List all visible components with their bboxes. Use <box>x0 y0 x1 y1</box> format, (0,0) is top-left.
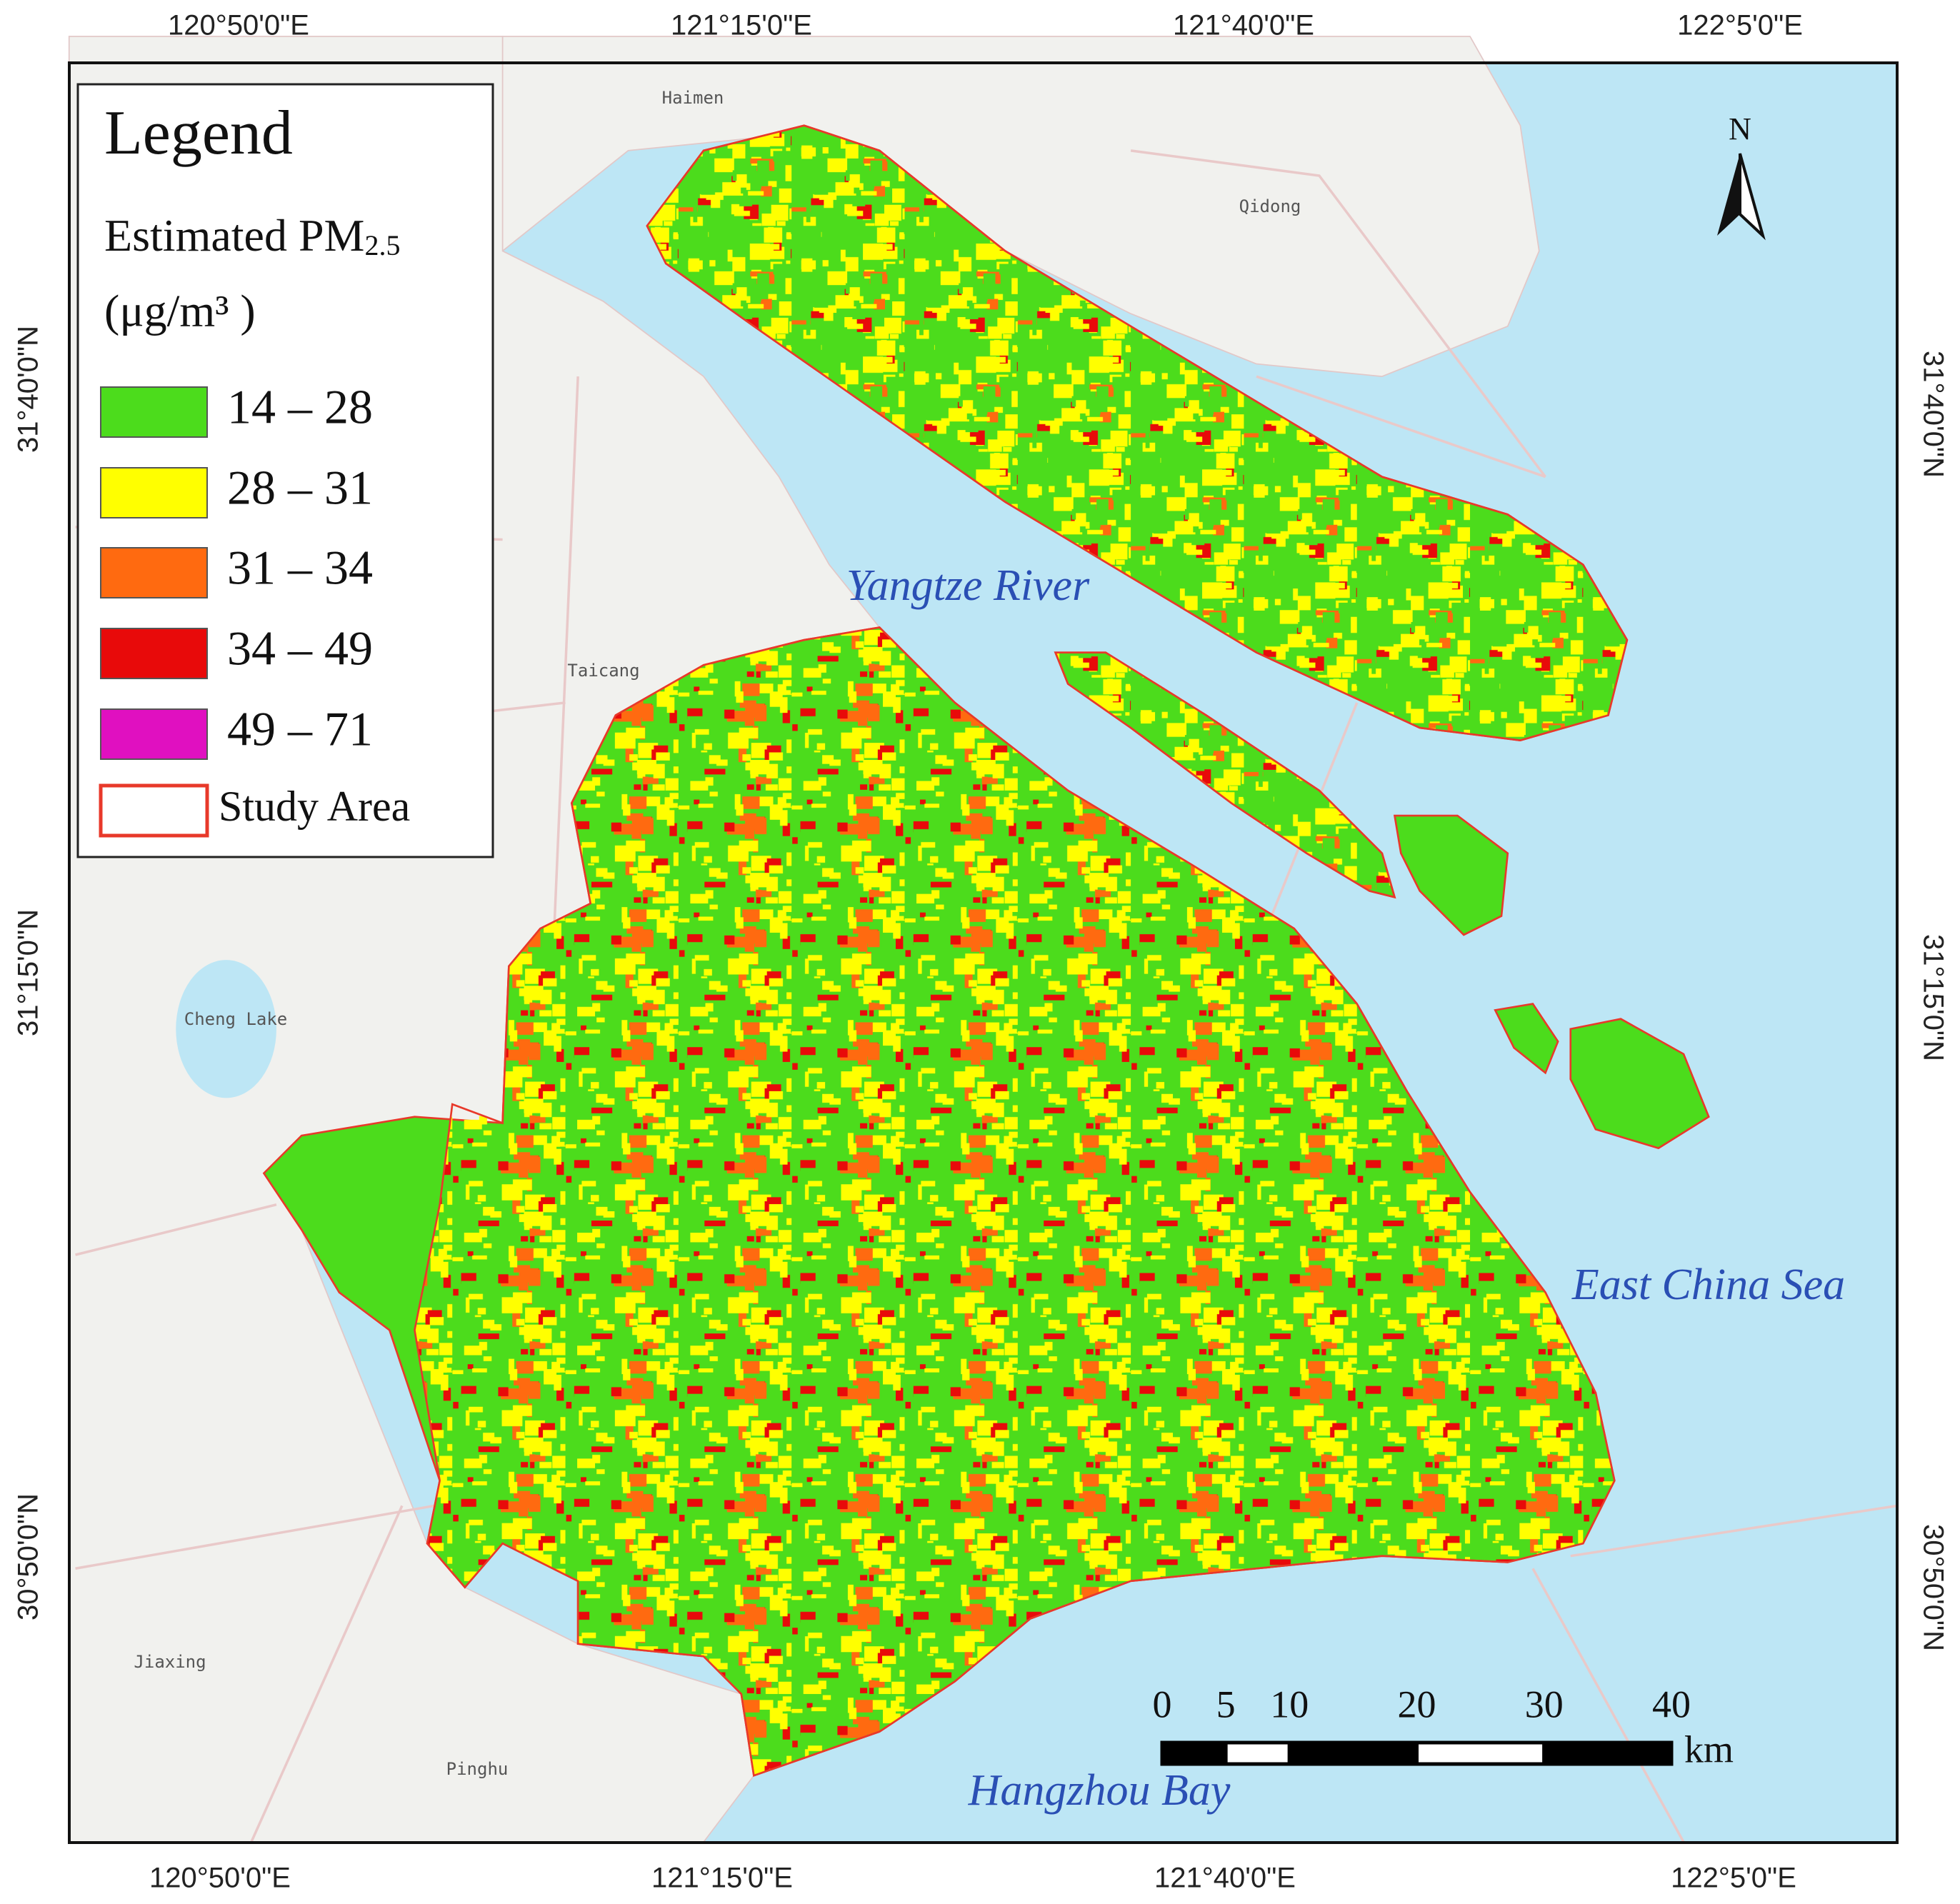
place-label: Yangtze River <box>846 561 1090 610</box>
legend-label: 28 – 31 <box>227 461 373 515</box>
right-coord: 31°15'0"N <box>1917 934 1949 1061</box>
scale-tick-label: 10 <box>1270 1683 1309 1725</box>
chongming-pm <box>646 124 1629 741</box>
city-label: Qidong <box>1239 196 1301 216</box>
scale-tick-label: 20 <box>1398 1683 1436 1725</box>
scale-tick-label: 40 <box>1652 1683 1691 1725</box>
land-north <box>501 36 1540 377</box>
city-label: Haimen <box>662 88 724 108</box>
legend-label: 14 – 28 <box>227 380 373 434</box>
scale-segment <box>1287 1740 1419 1766</box>
map-frame <box>68 61 1899 1844</box>
top-coord: 122°5'0"E <box>1677 10 1803 41</box>
scale-segment <box>1224 1740 1291 1766</box>
city-label: Cheng Lake <box>184 1009 288 1029</box>
legend-swatch <box>100 467 208 518</box>
map-layer <box>68 36 1898 1843</box>
place-label: Hangzhou Bay <box>968 1766 1231 1815</box>
changxing-pm <box>1054 651 1396 899</box>
lake <box>176 960 276 1098</box>
scale-tick-label: 0 <box>1153 1683 1172 1725</box>
scale-tick-label: 30 <box>1525 1683 1564 1725</box>
legend-unit: (μg/m³ ) <box>104 286 256 336</box>
scale-tick-label: 5 <box>1216 1683 1236 1725</box>
bottom-coord: 121°15'0"E <box>651 1863 793 1894</box>
bottom-coord: 122°5'0"E <box>1671 1863 1796 1894</box>
legend-subtitle: Estimated PM2.5 <box>104 210 400 262</box>
scale-segment <box>1415 1740 1546 1766</box>
legend-label: 34 – 49 <box>227 621 373 676</box>
legend-swatch <box>100 708 208 760</box>
legend-subtitle-text: Estimated PM <box>104 210 364 261</box>
legend-outline <box>99 783 209 838</box>
legend-label: Study Area <box>219 783 410 830</box>
legend-items: 14 – 28 28 – 31 31 – 34 34 – 49 49 – 71 Study… <box>99 380 410 838</box>
mainland-pm <box>414 626 1616 1777</box>
city-label: Pinghu <box>446 1759 509 1779</box>
north-arrow: N <box>1717 111 1766 241</box>
legend-swatch <box>100 547 208 598</box>
top-coord: 121°40'0"E <box>1173 10 1314 41</box>
north-arrow-left <box>1717 154 1740 236</box>
legend-label: 31 – 34 <box>227 541 373 595</box>
left-coord: 31°40'0"N <box>13 326 44 453</box>
top-coord: 120°50'0"E <box>168 10 309 41</box>
shoal-2 <box>1569 1018 1710 1150</box>
place-labels: Yangtze River East China Sea Hangzhou Bay H… <box>134 88 1845 1815</box>
left-coord: 31°15'0"N <box>13 909 44 1036</box>
coordinate-labels: 120°50'0"E 121°15'0"E 121°40'0"E 122°5'0"E 1… <box>13 10 1949 1894</box>
right-coord: 31°40'0"N <box>1917 351 1949 478</box>
scale-segment <box>1160 1740 1228 1766</box>
left-coord: 30°50'0"N <box>13 1493 44 1620</box>
top-coord: 121°15'0"E <box>671 10 812 41</box>
legend: Legend Estimated PM2.5 (μg/m³ ) 14 – 28 2… <box>76 83 494 858</box>
bottom-coord: 121°40'0"E <box>1154 1863 1296 1894</box>
shoal-1 <box>1494 1003 1559 1075</box>
city-label: Taicang <box>567 661 639 681</box>
study-area <box>262 124 1710 1777</box>
north-label: N <box>1729 111 1751 146</box>
scale-unit: km <box>1684 1728 1734 1770</box>
legend-title: Legend <box>104 99 293 168</box>
hengsha-island <box>1393 814 1509 936</box>
place-label: East China Sea <box>1571 1261 1845 1309</box>
city-label: Jiaxing <box>134 1652 206 1672</box>
legend-label: 49 – 71 <box>227 702 373 756</box>
legend-swatch <box>100 386 208 438</box>
legend-swatch <box>100 628 208 679</box>
scale-segment <box>1542 1740 1674 1766</box>
bottom-coord: 120°50'0"E <box>149 1863 291 1894</box>
legend-subscript: 2.5 <box>364 229 400 261</box>
north-arrow-right <box>1739 153 1766 241</box>
right-coord: 30°50'0"N <box>1917 1524 1949 1651</box>
